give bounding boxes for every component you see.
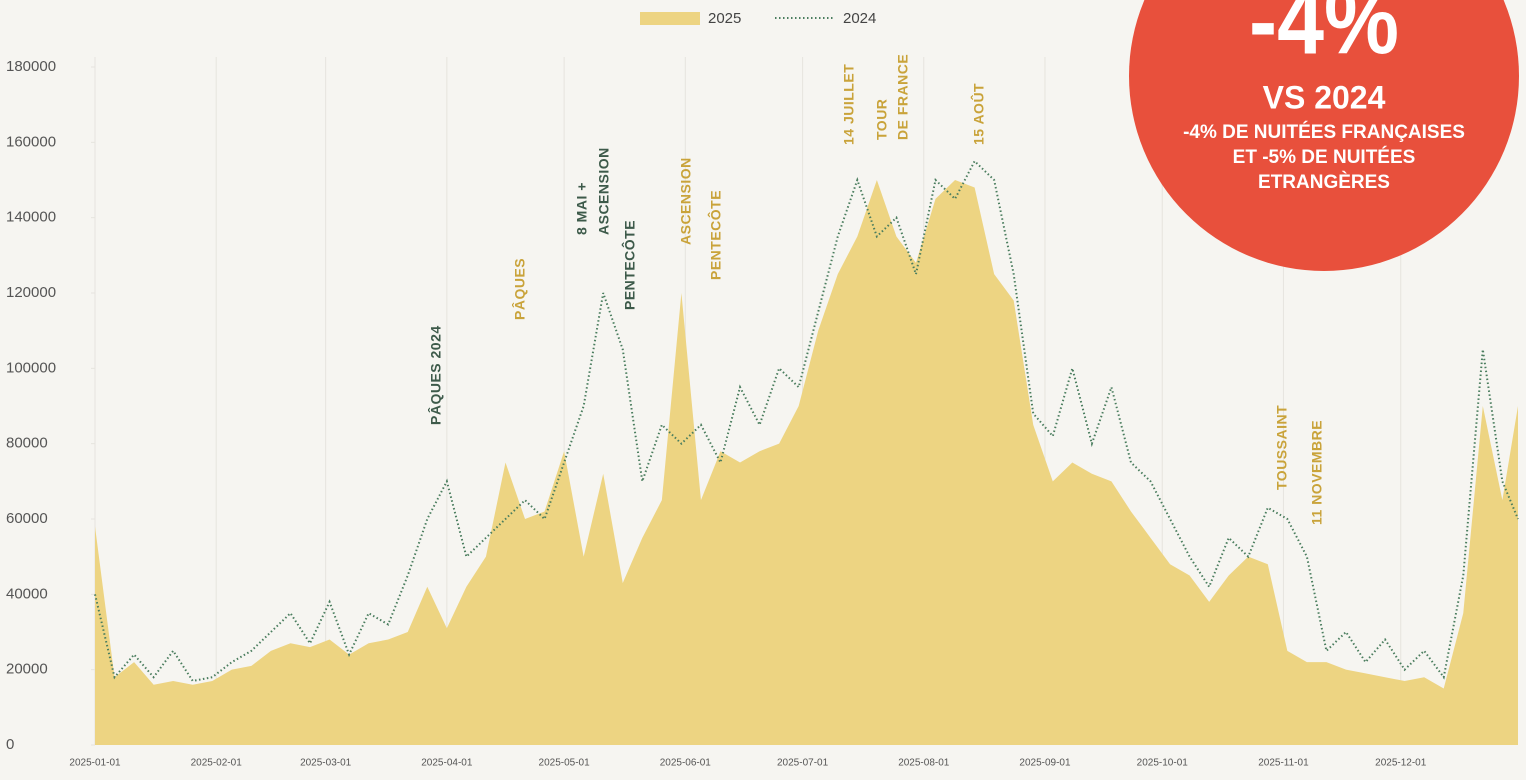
- annotation: PENTECÔTE: [621, 220, 638, 310]
- x-tick-label: 2025-04-01: [421, 758, 473, 769]
- y-tick-label: 60000: [6, 510, 48, 527]
- badge-headline: -4%: [1249, 0, 1399, 74]
- y-tick-label: 140000: [6, 209, 56, 226]
- line: [94, 159, 1519, 683]
- y-tick-label: 0: [6, 736, 14, 753]
- annotation: 14 JUILLET: [841, 64, 857, 145]
- x-tick-label: 2025-07-01: [777, 758, 829, 769]
- x-tick-label: 2025-01-01: [69, 758, 121, 769]
- x-tick-label: 2025-11-01: [1258, 758, 1309, 769]
- badge-line: ET -5% DE NUITÉES: [1233, 146, 1416, 168]
- x-tick-label: 2025-08-01: [898, 758, 950, 769]
- y-tick-label: 160000: [6, 133, 56, 150]
- badge-circle: [1129, 0, 1519, 271]
- legend-label: 2024: [843, 10, 876, 27]
- annotation: PÂQUES: [511, 258, 528, 320]
- legend-swatch: [640, 12, 700, 25]
- annotation: PENTECÔTE: [707, 190, 724, 280]
- annotation: ASCENSION: [596, 147, 612, 235]
- annotation: TOUSSAINT: [1274, 405, 1290, 490]
- annotation: ASCENSION: [678, 157, 694, 245]
- legend-label: 2025: [708, 10, 741, 27]
- annotation: 8 MAI +: [574, 182, 590, 235]
- x-tick-label: 2025-05-01: [539, 758, 591, 769]
- y-tick-label: 80000: [6, 435, 48, 452]
- x-tick-label: 2025-02-01: [191, 758, 243, 769]
- x-tick-label: 2025-09-01: [1019, 758, 1071, 769]
- x-tick-label: 2025-10-01: [1137, 758, 1189, 769]
- badge-line: -4% DE NUITÉES FRANÇAISES: [1183, 121, 1465, 143]
- y-tick-label: 100000: [6, 359, 56, 376]
- annotation: PÂQUES 2024: [427, 325, 444, 425]
- badge-subline: VS 2024: [1263, 79, 1386, 115]
- y-tick-label: 20000: [6, 661, 48, 678]
- x-tick-label: 2025-12-01: [1375, 758, 1427, 769]
- x-tick-label: 2025-03-01: [300, 758, 352, 769]
- annotation: 11 NOVEMBRE: [1309, 420, 1325, 525]
- area: [95, 180, 1518, 745]
- x-tick-label: 2025-06-01: [660, 758, 712, 769]
- y-tick-label: 40000: [6, 585, 48, 602]
- annotation: TOUR: [874, 99, 890, 140]
- annotation: DE FRANCE: [895, 54, 911, 140]
- y-tick-label: 120000: [6, 284, 56, 301]
- badge-line: ETRANGÈRES: [1258, 171, 1390, 193]
- y-tick-label: 180000: [6, 58, 56, 75]
- annotation: 15 AOÛT: [970, 83, 987, 145]
